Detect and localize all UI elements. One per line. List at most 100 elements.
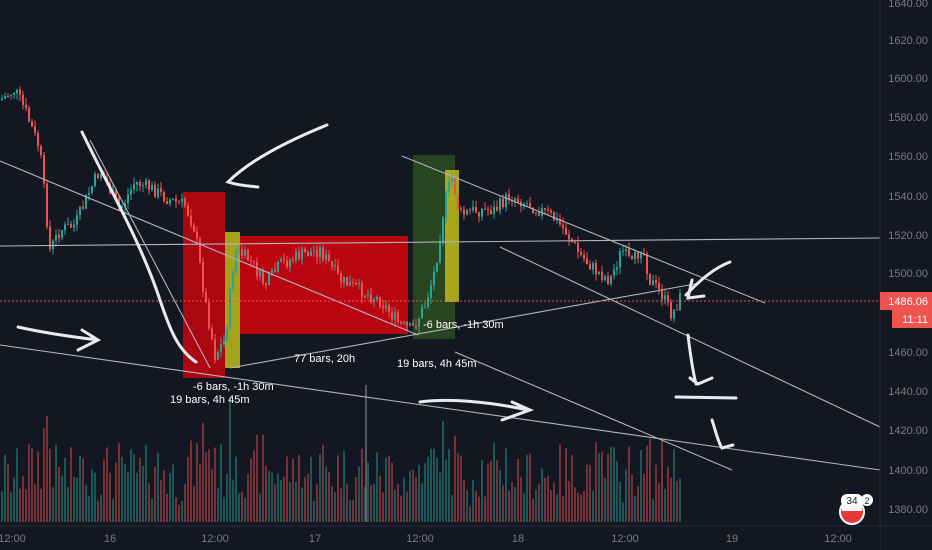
volume-bar (406, 491, 408, 522)
candle-body (97, 173, 99, 179)
volume-bar (103, 459, 105, 522)
volume-bar (541, 468, 543, 522)
time-axis[interactable]: 12:00 16 12:00 17 12:00 18 12:00 19 12:00 (0, 525, 932, 550)
volume-bar (271, 472, 273, 522)
candle-body (322, 247, 324, 260)
range-box-yellow-1[interactable] (225, 232, 240, 368)
candle-body (574, 241, 576, 243)
candle-body (415, 325, 417, 328)
volume-bar (295, 481, 297, 522)
volume-bar (91, 469, 93, 522)
trendline-lower[interactable] (0, 344, 881, 471)
volume-bar (322, 444, 324, 522)
brush-arrow-top[interactable] (225, 123, 329, 189)
candle-body (355, 282, 357, 285)
candle-body (409, 323, 411, 326)
brush-arrow-down-2[interactable] (710, 418, 735, 450)
volume-bar (127, 471, 129, 522)
candle-body (238, 249, 240, 251)
volume-bar (166, 493, 168, 522)
volume-bar (556, 494, 558, 522)
trendline-upper-1[interactable] (0, 160, 419, 336)
price-axis[interactable]: 1640.00 1620.00 1600.00 1580.00 1560.00 1540.… (879, 0, 932, 550)
volume-bar (106, 447, 108, 522)
candle-body (514, 198, 516, 201)
volume-bar (172, 464, 174, 522)
candle-body (622, 250, 624, 252)
volume-bar (526, 454, 528, 522)
volume-bar (604, 477, 606, 522)
brush-hook-right[interactable] (684, 260, 732, 300)
candle-body (421, 307, 423, 319)
volume-bar (523, 493, 525, 522)
candle-body (313, 250, 315, 252)
volume-bar (433, 448, 435, 522)
brush-dash[interactable] (674, 395, 738, 400)
candle-body (541, 208, 543, 216)
candle-body (22, 94, 24, 105)
volume-bar (649, 438, 651, 522)
candle-body (160, 188, 162, 192)
candle-body (628, 249, 630, 257)
price-tick-label: 1560.00 (888, 151, 928, 163)
brush-curve-left[interactable] (80, 130, 198, 364)
candle-body (538, 212, 540, 216)
candle-body (175, 198, 177, 202)
volume-bar (256, 434, 258, 522)
candle-body (598, 271, 600, 274)
trendline-long[interactable] (499, 246, 881, 428)
volume-bar (46, 415, 48, 522)
price-tick-label: 1380.00 (888, 504, 928, 516)
brush-drawings[interactable] (16, 123, 738, 450)
brush-arrow-mid[interactable] (418, 398, 535, 422)
volume-bar (499, 470, 501, 522)
brush-arrow-down-1[interactable] (686, 333, 714, 386)
indicator-badge[interactable]: 34 2 (839, 494, 873, 525)
volume-bar (448, 449, 450, 522)
candle-body (481, 208, 483, 217)
trendline-channel-low[interactable] (454, 351, 733, 471)
candle-body (505, 193, 507, 208)
volume-bar (622, 502, 624, 522)
volume-bar (232, 479, 234, 522)
volume-bar (673, 448, 675, 522)
candle-body (397, 312, 399, 323)
volume-bar (661, 439, 663, 522)
candle-body (286, 260, 288, 267)
candle-body (652, 280, 654, 285)
volume-bar (343, 450, 345, 522)
volume-bar (388, 455, 390, 522)
candle-body (64, 224, 66, 231)
candle-body (547, 209, 549, 211)
volume-bar (367, 462, 369, 522)
brush-arrow-left[interactable] (16, 325, 102, 352)
range-box-yellow-2[interactable] (445, 170, 459, 302)
candle-body (604, 276, 606, 280)
candle-body (634, 252, 636, 259)
volume-bar (358, 466, 360, 522)
candle-body (676, 309, 678, 311)
trendline-horizontal[interactable] (0, 237, 881, 247)
candle-body (142, 185, 144, 187)
price-tick-label: 1460.00 (888, 347, 928, 359)
candle-body (349, 282, 351, 286)
trendline-drop[interactable] (89, 139, 211, 369)
candle-body (334, 265, 336, 267)
candle-body (115, 190, 117, 198)
candle-body (646, 254, 648, 274)
volume-bar (631, 474, 633, 522)
trendline-channel-mid[interactable] (229, 282, 701, 369)
candle-body (7, 95, 9, 97)
candle-body (187, 205, 189, 216)
candle-body (553, 212, 555, 221)
price-tick-label: 1500.00 (888, 268, 928, 280)
volume-bar (562, 496, 564, 522)
candle-body (163, 191, 165, 202)
volume-bar (52, 487, 54, 522)
candle-body (343, 276, 345, 283)
candle-body (310, 251, 312, 257)
candle-body (589, 264, 591, 270)
candle-body (37, 133, 39, 147)
